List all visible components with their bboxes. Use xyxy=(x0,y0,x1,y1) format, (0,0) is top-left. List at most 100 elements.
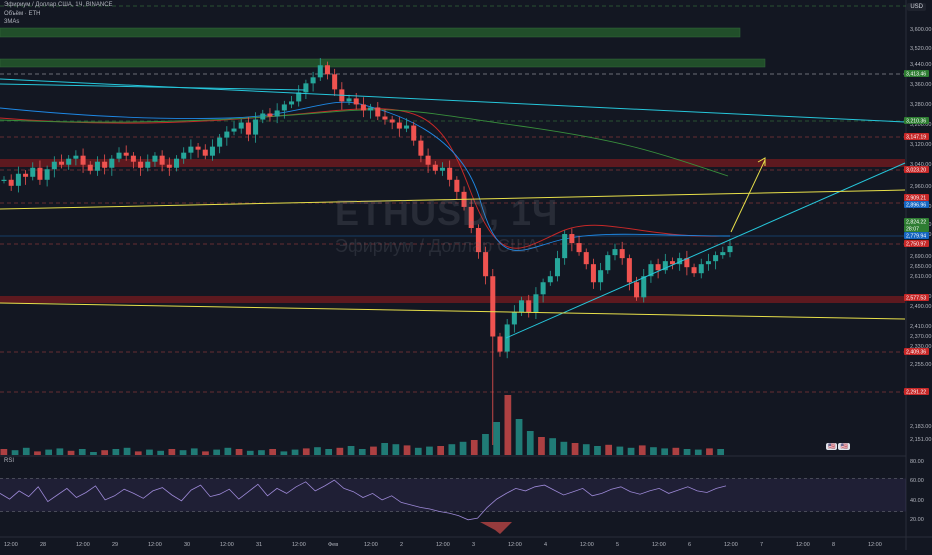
price-label: 2,409.36 xyxy=(906,350,926,356)
candle xyxy=(310,77,316,84)
price-axis-tick: 3,440.00 xyxy=(910,62,931,68)
price-axis-tick: 2,690.00 xyxy=(910,254,931,260)
us-flag-icon[interactable]: 🇺🇸 xyxy=(838,443,850,450)
candle xyxy=(396,122,402,129)
event-flags[interactable]: 🇺🇸 🇺🇸 xyxy=(826,443,850,450)
candle xyxy=(497,336,503,352)
volume-bar xyxy=(616,446,624,455)
candle xyxy=(432,164,438,171)
price-axis-tick: 2,255.00 xyxy=(910,362,931,368)
symbol-title[interactable]: Эфириум / Доллар США, 1Ч, BINANCE xyxy=(4,2,113,8)
candle xyxy=(202,149,208,156)
candle xyxy=(181,152,187,159)
price-label: 3,147.19 xyxy=(906,135,926,141)
volume-bar xyxy=(515,419,523,455)
candle xyxy=(475,228,481,253)
symbol-watermark-name: Эфириум / Доллар США xyxy=(335,236,539,256)
candle xyxy=(447,167,453,180)
price-label: 3,413.46 xyxy=(906,72,926,78)
time-axis-label: 2 xyxy=(400,542,403,548)
candle xyxy=(439,167,445,171)
time-axis-label: 4 xyxy=(544,542,547,548)
volume-bar xyxy=(112,449,120,455)
volume-bar xyxy=(482,434,489,455)
price-label-bg xyxy=(904,194,929,201)
candle xyxy=(30,167,36,177)
volume-bar xyxy=(538,437,545,455)
candle xyxy=(641,276,647,298)
candle xyxy=(296,92,302,102)
volume-bar xyxy=(213,449,221,455)
candle xyxy=(73,155,79,159)
time-axis-label: 12:00 xyxy=(508,542,522,548)
volume-bar xyxy=(470,440,478,455)
price-label-bg xyxy=(904,166,929,173)
time-axis-label: 12:00 xyxy=(292,542,306,548)
volume-bar xyxy=(90,452,97,455)
time-axis-label: 31 xyxy=(256,542,262,548)
volume-bar xyxy=(448,444,456,455)
volume-bar xyxy=(134,451,142,455)
candle xyxy=(533,294,539,313)
candle xyxy=(231,128,237,132)
volume-bar xyxy=(258,450,265,455)
candle xyxy=(317,65,323,78)
rsi-indicator-label[interactable]: RSI xyxy=(4,458,15,464)
price-label-bg xyxy=(904,201,929,208)
trendline-cyan-descending xyxy=(0,78,906,123)
candle xyxy=(51,161,57,170)
candle xyxy=(519,300,525,313)
volume-bar xyxy=(571,443,579,455)
candle xyxy=(116,152,122,159)
volume-bar xyxy=(291,449,299,455)
candle xyxy=(123,152,129,156)
candle xyxy=(368,107,374,111)
time-axis-label: 12:00 xyxy=(796,542,810,548)
price-axis-tick: 3,520.00 xyxy=(910,46,931,52)
candle xyxy=(605,255,611,271)
candle xyxy=(253,119,259,135)
rsi-axis-tick: 60.00 xyxy=(910,478,924,484)
price-axis-tick: 3,040.00 xyxy=(910,162,931,168)
candle xyxy=(404,125,410,129)
volume-bar xyxy=(168,449,176,455)
volume-indicator-label[interactable]: Объём · ETH xyxy=(4,11,41,17)
time-axis-label: 30 xyxy=(184,542,190,548)
currency-button[interactable]: USD xyxy=(907,3,926,11)
volume-bar xyxy=(437,446,445,455)
candle xyxy=(281,104,287,111)
candle xyxy=(37,167,43,180)
time-axis-label: 12:00 xyxy=(4,542,18,548)
us-flag-icon[interactable]: 🇺🇸 xyxy=(826,443,838,450)
time-axis-label: 28 xyxy=(40,542,46,548)
candle xyxy=(289,101,295,105)
time-axis-label: 8 xyxy=(832,542,835,548)
candle xyxy=(691,267,697,274)
candle xyxy=(411,125,417,141)
supply-zone-upper xyxy=(0,58,766,68)
candle xyxy=(375,107,381,117)
time-axis-label: Фев xyxy=(328,542,338,548)
candle xyxy=(224,131,230,138)
volume-bar xyxy=(370,446,377,455)
candle xyxy=(511,312,517,325)
rsi-line xyxy=(0,479,727,521)
volume-bar xyxy=(358,449,366,455)
price-label-bg xyxy=(904,225,929,232)
resistance-zone xyxy=(0,159,905,167)
price-axis-tick: 2,650.00 xyxy=(910,264,931,270)
volume-bar xyxy=(638,445,646,455)
price-label: 3,210.36 xyxy=(906,119,926,125)
candle xyxy=(267,113,273,117)
candle xyxy=(590,264,596,283)
price-label-bg xyxy=(904,70,929,77)
rsi-band xyxy=(0,478,906,512)
candle xyxy=(490,276,496,337)
ma-indicator-label[interactable]: 3MAs xyxy=(4,19,20,25)
volume-bar xyxy=(650,447,657,455)
volume-bar xyxy=(67,450,75,455)
volume-bar xyxy=(694,449,702,455)
trendline-yellow-lower xyxy=(0,302,906,320)
